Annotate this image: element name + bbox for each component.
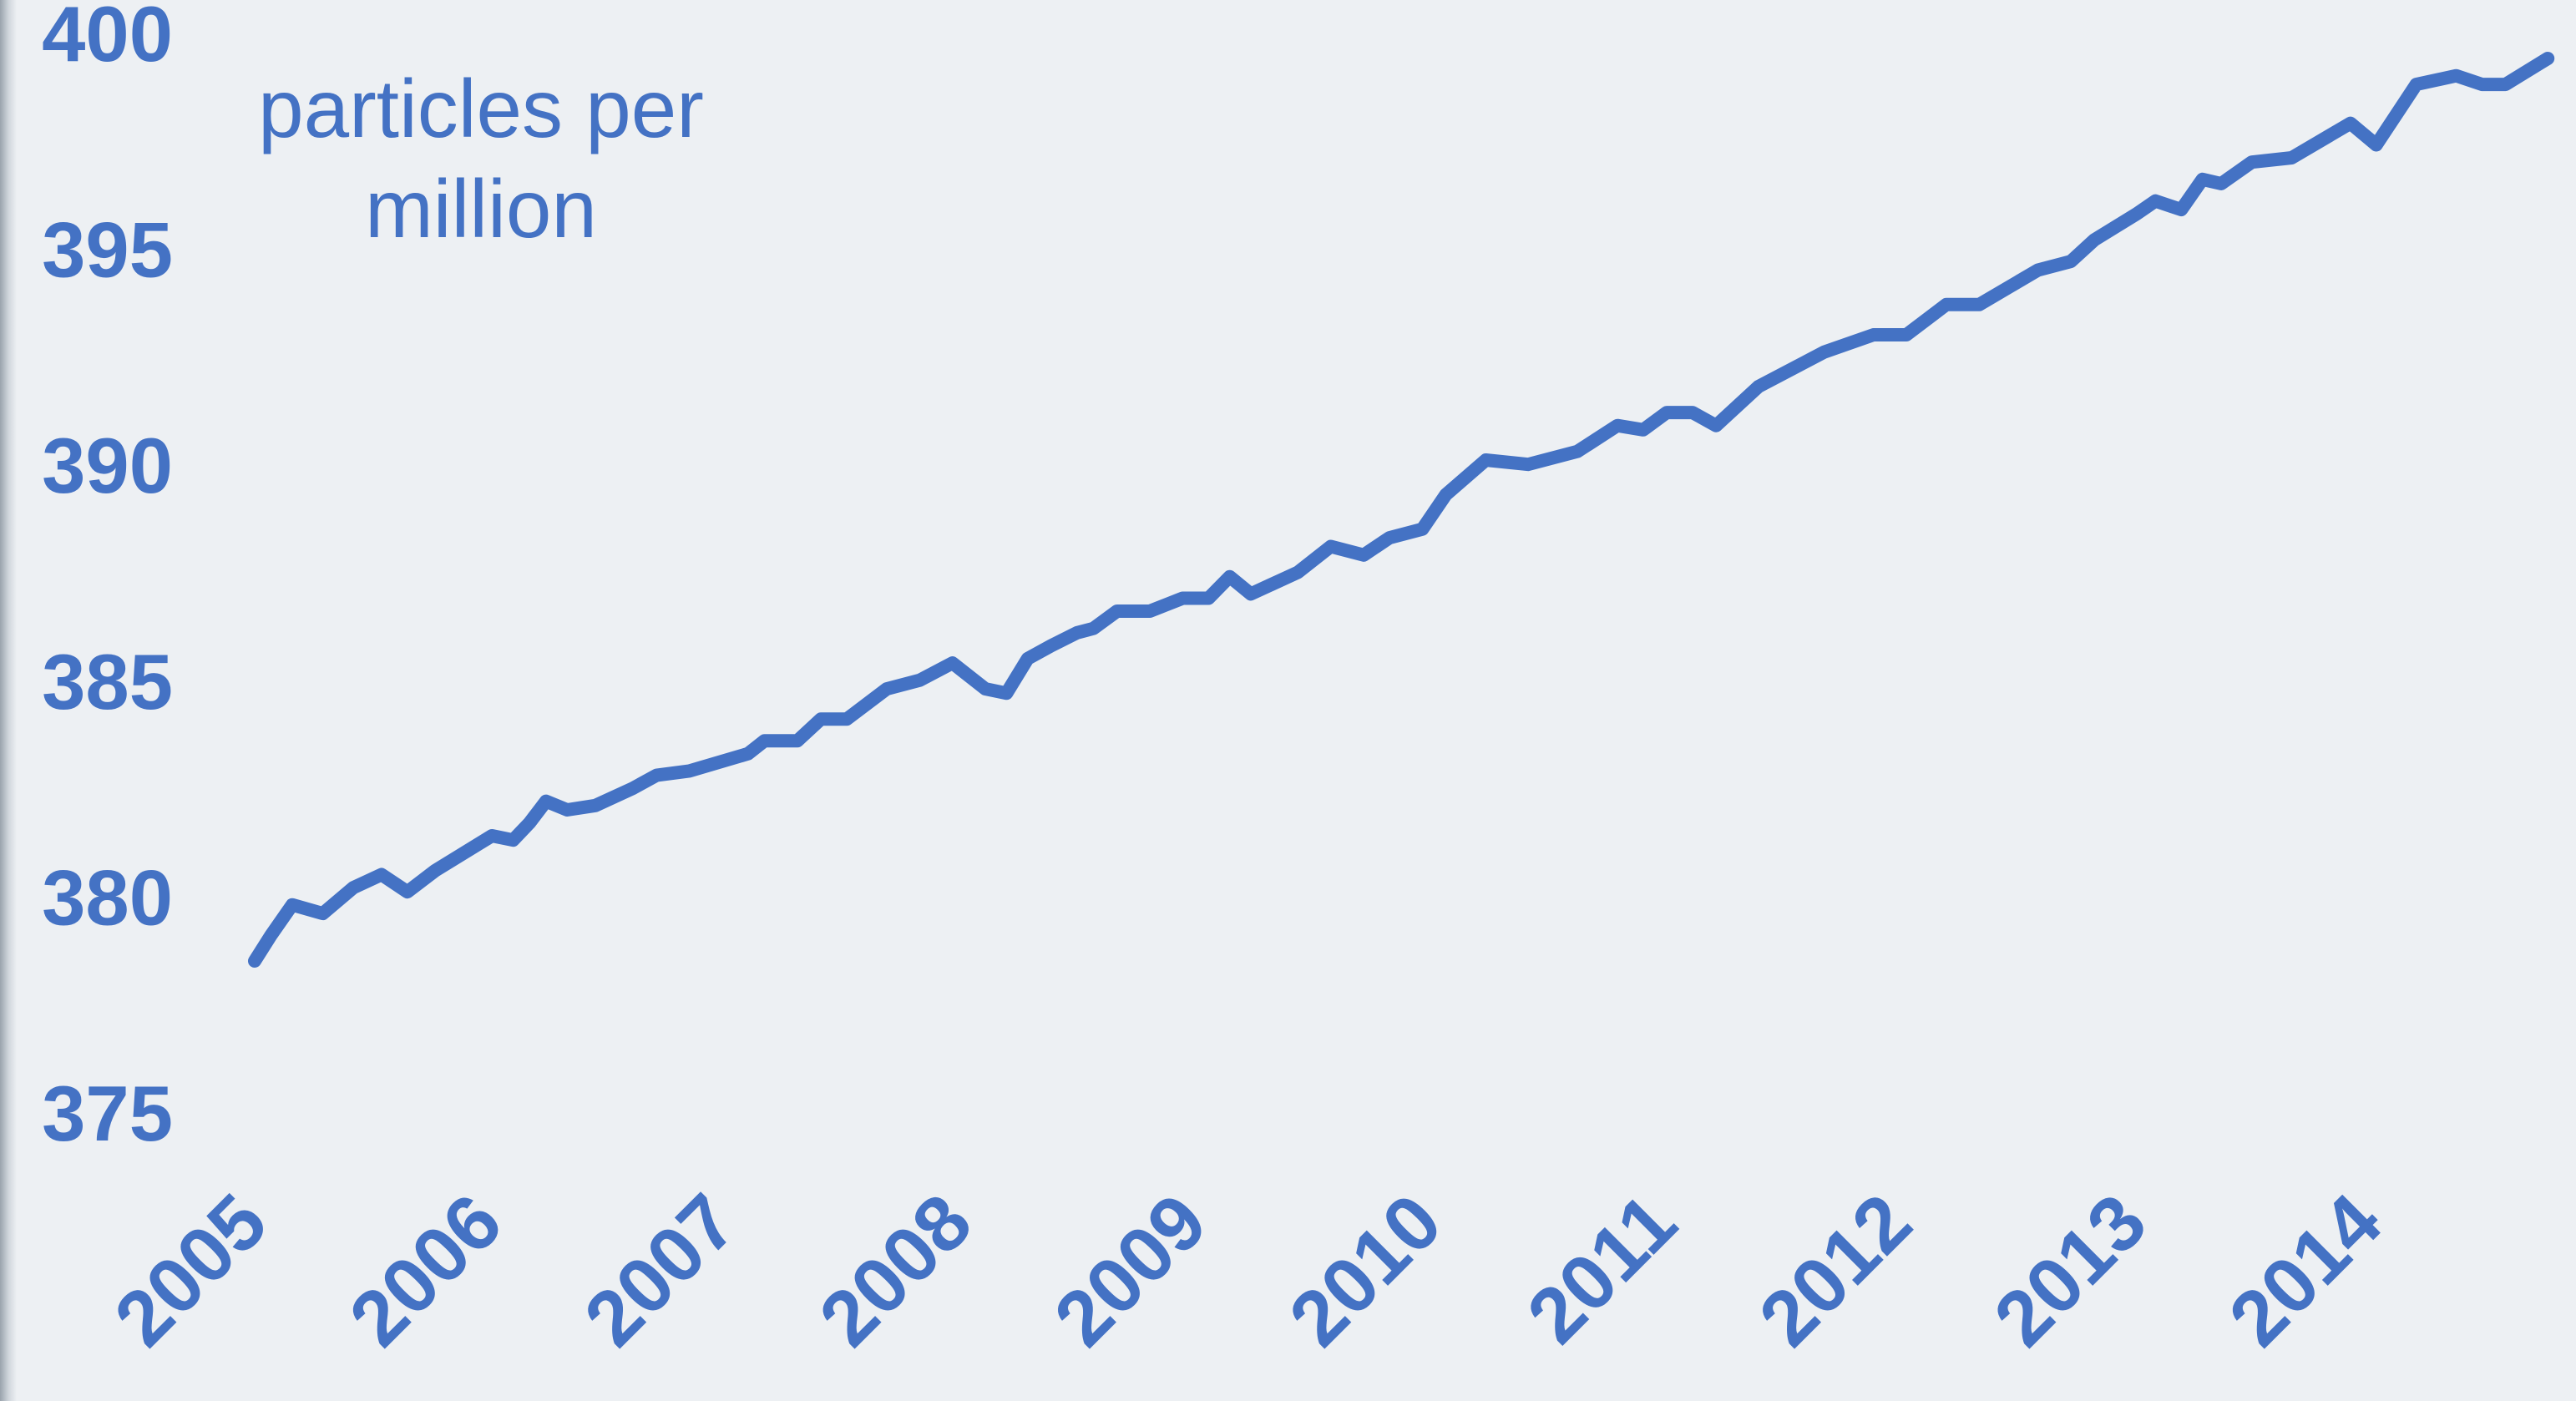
y-axis-label: particles per million [258,63,704,255]
y-tick-label: 380 [42,853,173,941]
x-tick-label: 2007 [568,1177,753,1363]
data-line [248,52,2555,968]
y-tick-label: 385 [42,638,173,726]
x-tick-label: 2013 [1977,1177,2163,1363]
y-tick-label: 375 [42,1070,173,1157]
y-tick-label: 395 [42,206,173,294]
x-tick-label: 2009 [1038,1177,1223,1363]
x-tick-label: 2010 [1273,1177,1458,1363]
x-tick-label: 2006 [332,1177,518,1363]
x-tick-label: 2011 [1511,1177,1693,1359]
x-tick-label: 2005 [98,1177,283,1363]
x-tick-label: 2012 [1743,1177,1928,1363]
x-tick-label: 2014 [2212,1177,2397,1363]
y-tick-label: 390 [42,422,173,509]
x-tick-label: 2008 [802,1177,988,1363]
y-tick-label: 400 [42,0,173,78]
